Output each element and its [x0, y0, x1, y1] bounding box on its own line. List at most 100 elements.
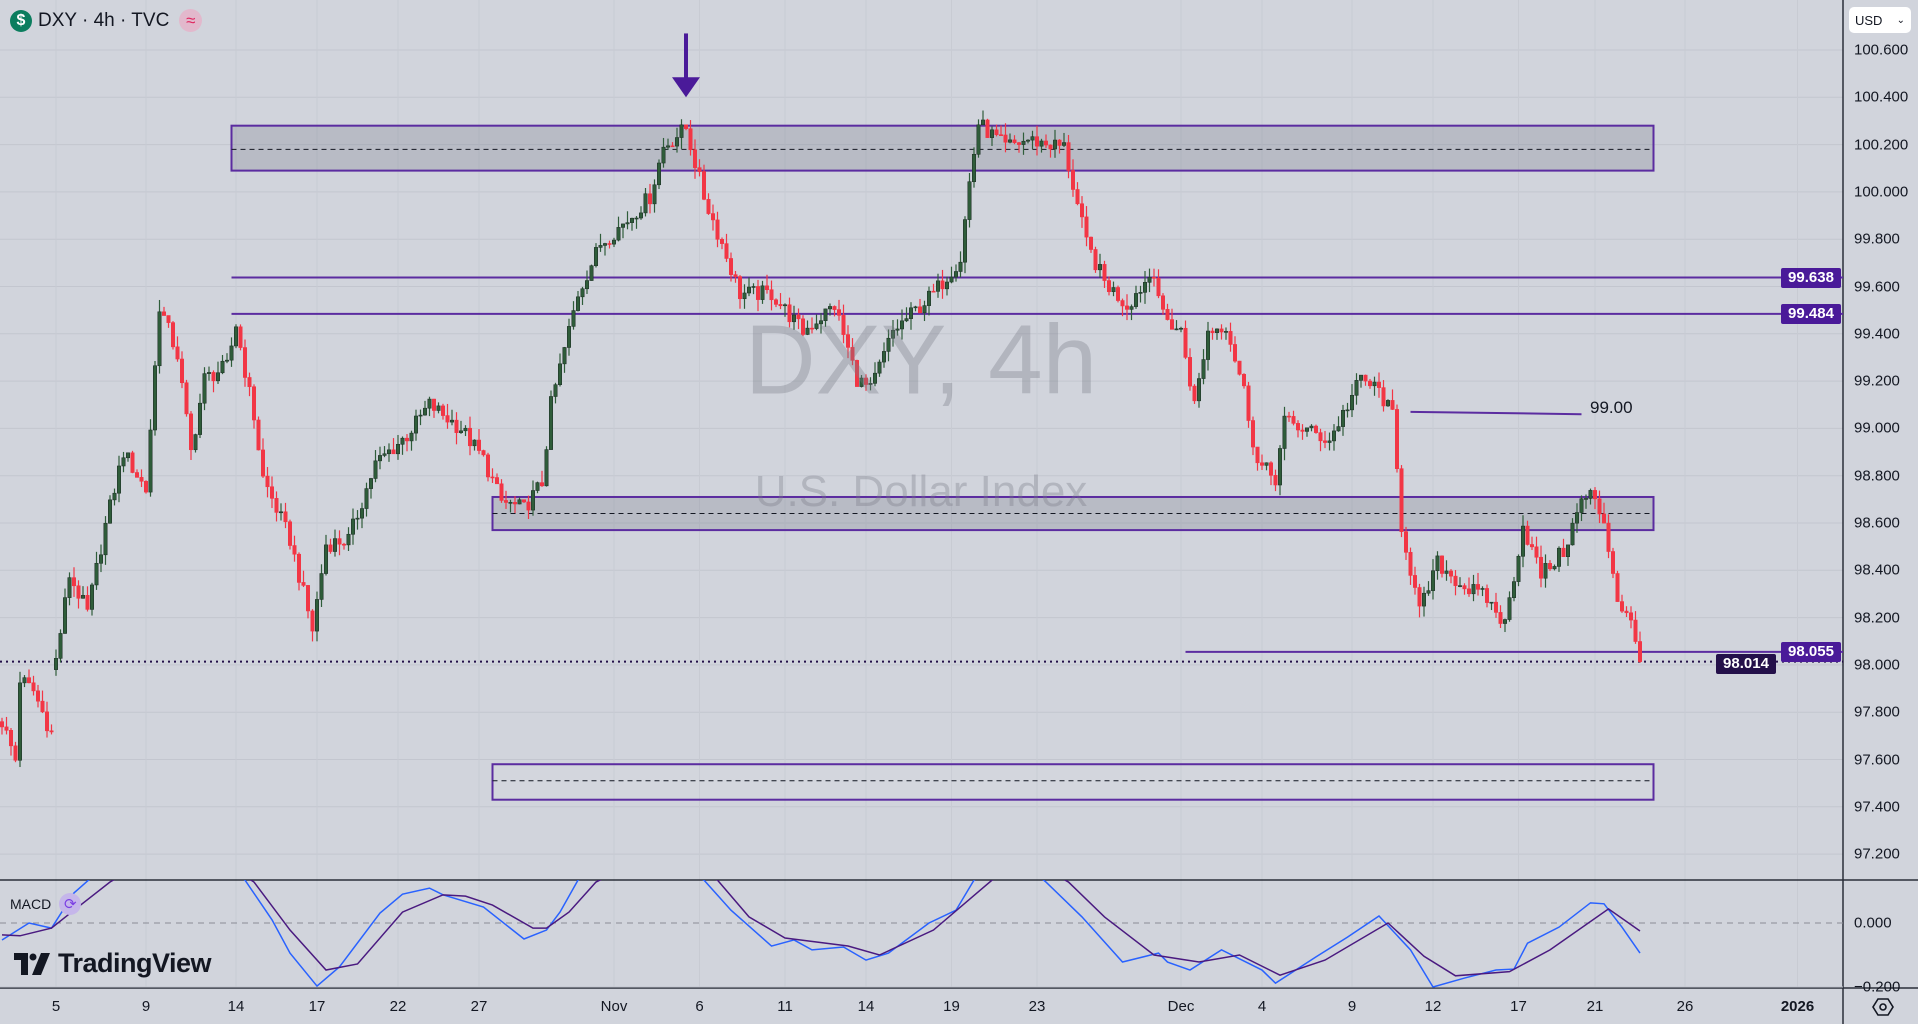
candle	[827, 303, 832, 316]
candle	[791, 305, 796, 330]
candle	[1071, 159, 1076, 197]
settings-icon[interactable]	[1872, 996, 1894, 1018]
candle-body	[1179, 327, 1184, 330]
candle-body	[728, 258, 733, 275]
candle-body	[1111, 287, 1116, 293]
time-tick-label: Nov	[600, 998, 628, 1015]
candle	[238, 324, 243, 351]
candle-body	[467, 427, 472, 447]
candle-body	[1089, 236, 1094, 250]
candle	[1179, 326, 1184, 333]
candle-body	[341, 543, 346, 546]
price-tick-label: 100.200	[1854, 136, 1909, 154]
candle	[701, 164, 706, 201]
candle	[1377, 372, 1382, 398]
candle-body	[1003, 134, 1008, 143]
candle	[688, 120, 693, 156]
candle	[1003, 123, 1008, 153]
candle	[431, 398, 436, 418]
candle	[1062, 132, 1067, 148]
candle-body	[207, 372, 212, 374]
candle-body	[449, 419, 454, 423]
candle	[355, 510, 360, 530]
candle	[1080, 196, 1085, 228]
candle	[1494, 592, 1499, 618]
candle-body	[1561, 547, 1566, 557]
macd-legend[interactable]: MACD ⟳	[10, 893, 82, 915]
candle-body	[1503, 619, 1508, 624]
candle-body	[994, 129, 999, 135]
candle-body	[391, 449, 396, 455]
candle-body	[1413, 575, 1418, 588]
candle-body	[566, 326, 571, 348]
candle-body	[989, 129, 994, 138]
candle-body	[62, 597, 67, 634]
candle	[166, 315, 171, 328]
candle	[1480, 586, 1485, 597]
candle	[1129, 304, 1134, 321]
refresh-icon[interactable]: ⟳	[59, 893, 82, 915]
candle	[1242, 373, 1247, 389]
price-tick-label: 97.400	[1854, 798, 1900, 816]
candle	[1125, 294, 1130, 321]
candle-body	[1161, 295, 1166, 310]
candle-body	[332, 538, 337, 552]
candle-body	[715, 219, 720, 240]
time-tick-label: 17	[1510, 998, 1527, 1015]
currency-select[interactable]: USD ⌄	[1849, 7, 1911, 33]
candle-body	[1512, 581, 1517, 598]
candle	[539, 470, 544, 487]
candle	[1579, 495, 1584, 522]
candle-body	[868, 383, 873, 385]
candle-body	[103, 522, 108, 556]
candle	[121, 451, 126, 473]
price-tick-label: 99.400	[1854, 325, 1900, 343]
candle-body	[598, 245, 603, 248]
candle	[899, 309, 904, 340]
symbol-legend[interactable]: $ DXY · 4h · TVC ≈	[10, 9, 203, 32]
approx-wave-icon[interactable]: ≈	[179, 9, 203, 32]
candle	[180, 351, 185, 389]
candle	[494, 473, 499, 485]
candle	[1246, 381, 1251, 428]
candle	[1039, 138, 1044, 153]
candle-body	[1480, 588, 1485, 590]
candle	[967, 173, 972, 228]
tradingview-logo[interactable]: TradingView	[14, 948, 212, 979]
candle-body	[800, 318, 805, 335]
candle-body	[1080, 203, 1085, 218]
candle-body	[692, 149, 697, 168]
candle	[1161, 293, 1166, 315]
candle-body	[355, 517, 360, 520]
candle-body	[886, 337, 891, 352]
candle-body	[1422, 592, 1427, 607]
candle-body	[1201, 359, 1206, 379]
candle-body	[400, 437, 405, 445]
candle-body	[485, 454, 490, 478]
candle-body	[1431, 570, 1436, 591]
price-tick-label: 99.200	[1854, 372, 1900, 390]
candle-body	[1264, 462, 1269, 466]
candle-body	[1084, 216, 1089, 238]
candle-body	[859, 377, 864, 387]
candle-body	[1026, 139, 1031, 142]
candle	[1048, 144, 1053, 158]
candle-body	[130, 452, 135, 473]
candle-body	[1417, 587, 1422, 607]
candle-body	[1075, 189, 1080, 205]
candle	[234, 324, 239, 349]
candle	[58, 629, 63, 663]
candle	[1359, 374, 1364, 388]
candle-body	[508, 502, 513, 504]
level-price-badge: 98.055	[1781, 641, 1841, 662]
candle-body	[287, 521, 292, 546]
candle-body	[1147, 276, 1152, 283]
candle	[323, 534, 328, 576]
candle	[449, 409, 454, 426]
candle	[1269, 461, 1274, 486]
candle	[1422, 586, 1427, 617]
candle-body	[625, 222, 630, 225]
candle-body	[1282, 415, 1287, 449]
candle	[1350, 384, 1355, 418]
